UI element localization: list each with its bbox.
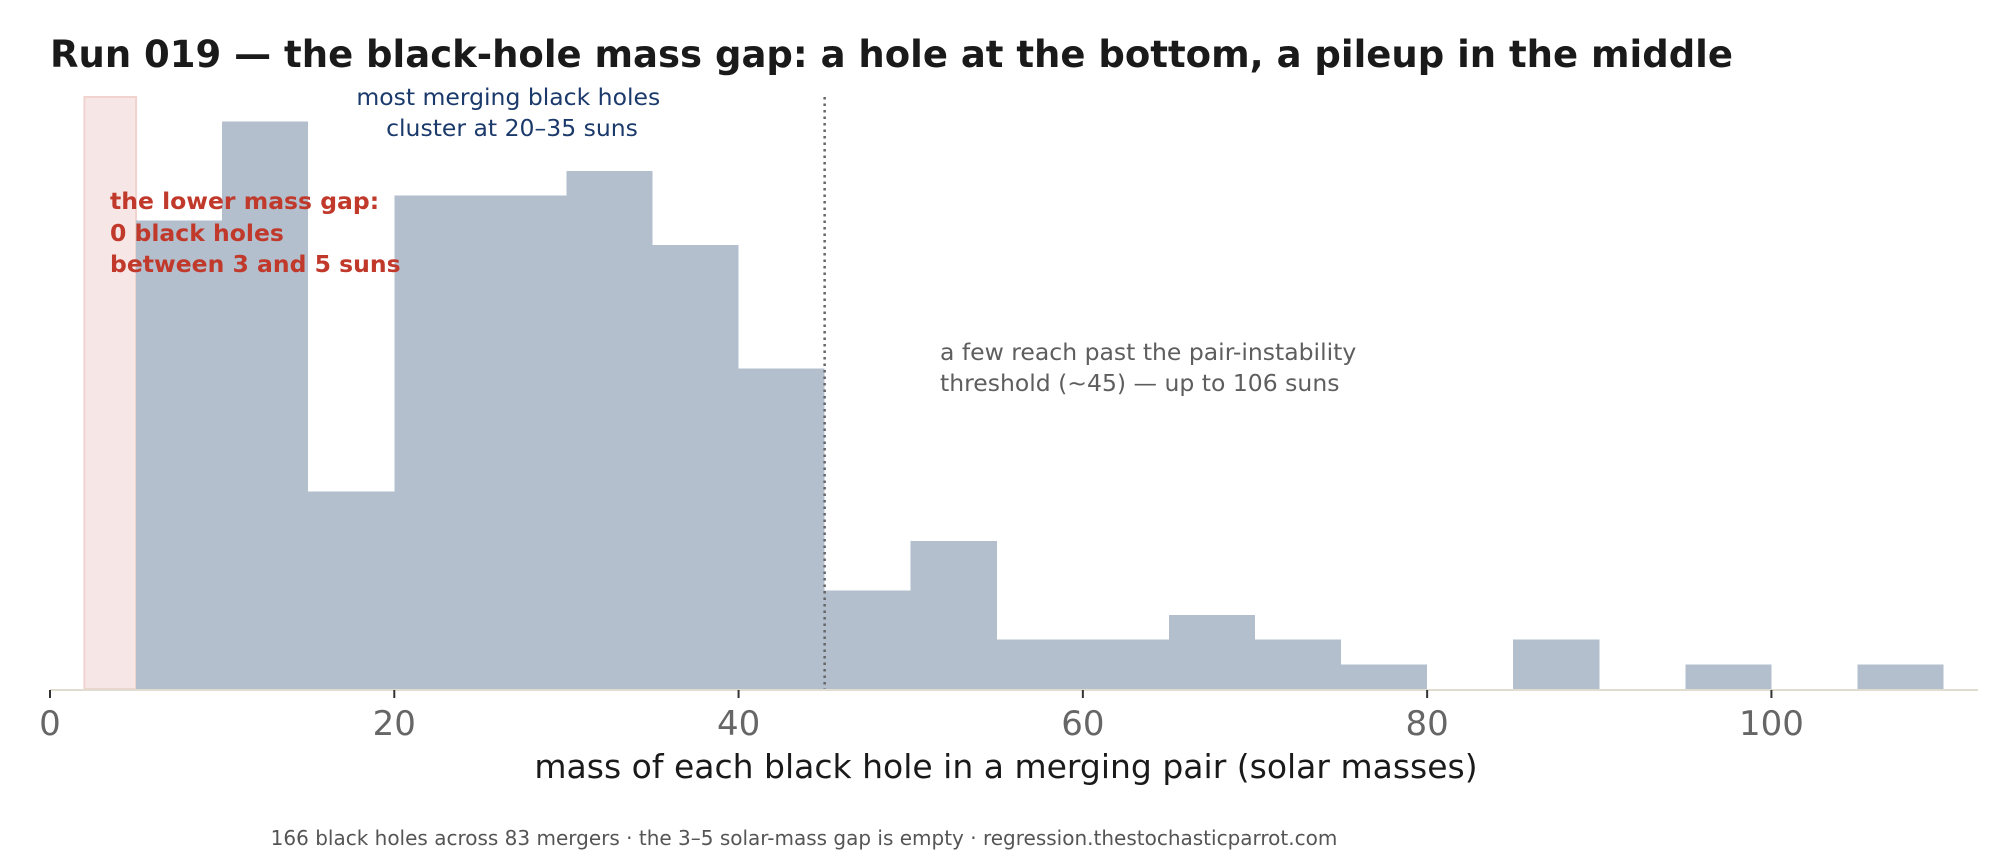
histogram-bar-60-65 <box>1082 639 1169 689</box>
pair-instability-annotation: a few reach past the pair-instability th… <box>940 338 1364 397</box>
histogram-bar-10-15 <box>222 121 309 689</box>
cluster-annotation-line-2: cluster at 20–35 suns <box>386 114 638 142</box>
x-axis: 0 20 40 60 80 100 <box>39 689 1978 744</box>
chart-title: Run 019 — the black-hole mass gap: a hol… <box>50 33 1733 76</box>
histogram-bar-65-70 <box>1168 615 1255 689</box>
x-tick-label-80: 80 <box>1406 704 1449 744</box>
x-tick-label-40: 40 <box>717 704 760 744</box>
histogram-bar-70-75 <box>1255 639 1342 689</box>
histogram-bar-15-20 <box>308 491 395 689</box>
mass-gap-band <box>83 96 138 690</box>
gap-annotation: the lower mass gap: 0 black holes betwee… <box>110 187 401 278</box>
cluster-annotation-line-1: most merging black holes <box>356 83 660 111</box>
histogram-bar-5-10 <box>136 220 223 690</box>
histogram-bar-95-100 <box>1685 664 1772 689</box>
histogram-bars <box>136 121 1944 690</box>
pair-instability-line-2: threshold (~45) — up to 106 suns <box>940 369 1339 397</box>
histogram-bar-105-110 <box>1857 664 1944 689</box>
histogram-bar-75-80 <box>1341 664 1428 689</box>
histogram-bar-40-45 <box>738 368 825 689</box>
histogram-bar-35-40 <box>652 245 739 689</box>
x-axis-label: mass of each black hole in a merging pai… <box>534 747 1477 786</box>
gap-annotation-line-2: 0 black holes <box>110 219 284 247</box>
histogram-bar-20-25 <box>394 195 481 689</box>
x-tick-label-100: 100 <box>1739 704 1804 744</box>
histogram-bar-45-50 <box>824 590 911 689</box>
cluster-annotation: most merging black holes cluster at 20–3… <box>356 83 667 142</box>
histogram-bar-25-30 <box>480 195 567 689</box>
gap-band-layer <box>83 96 138 690</box>
gap-annotation-line-3: between 3 and 5 suns <box>110 250 401 278</box>
x-tick-label-20: 20 <box>373 704 416 744</box>
x-tick-label-0: 0 <box>39 704 61 744</box>
footer-note: 166 black holes across 83 mergers · the … <box>271 826 1338 850</box>
histogram-bar-50-55 <box>910 541 997 689</box>
histogram-bar-55-60 <box>996 639 1083 689</box>
histogram-bar-85-90 <box>1513 639 1600 689</box>
gap-annotation-line-1: the lower mass gap: <box>110 187 379 215</box>
histogram-bar-30-35 <box>566 171 653 689</box>
pair-instability-line-1: a few reach past the pair-instability <box>940 338 1356 366</box>
x-tick-label-60: 60 <box>1061 704 1104 744</box>
